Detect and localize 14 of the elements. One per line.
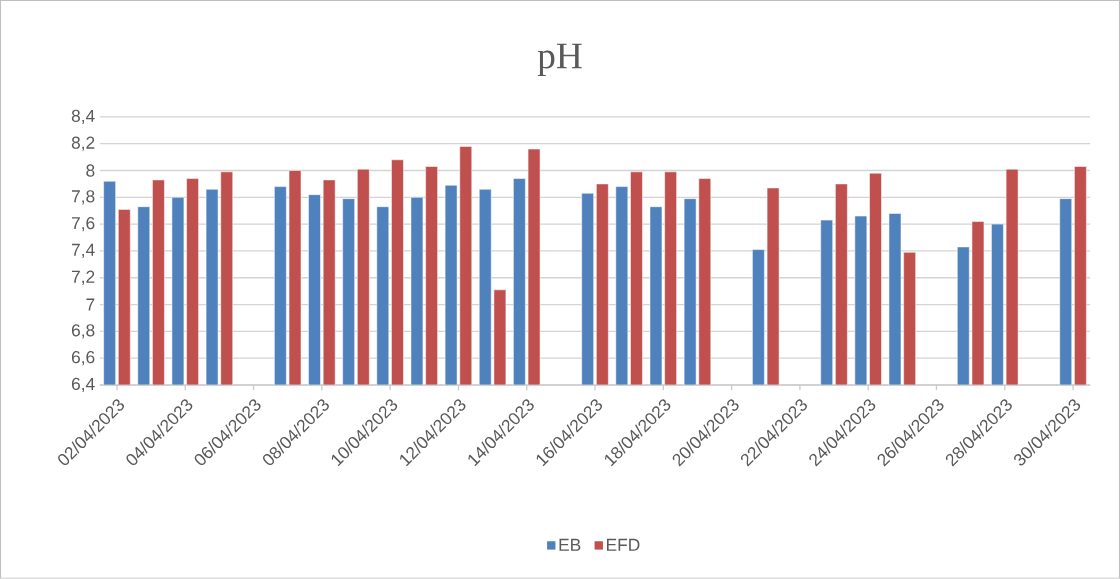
y-tick-label: 7,4 xyxy=(71,243,95,259)
legend-label: EFD xyxy=(607,538,640,551)
y-tick-label: 6,4 xyxy=(71,377,95,393)
y-tick-label: 7,2 xyxy=(71,270,95,285)
y-tick-label: 8 xyxy=(86,164,95,177)
y-tick-label: 7,8 xyxy=(71,190,95,205)
y-tick-label: 8,4 xyxy=(71,109,95,125)
chart-title: pH xyxy=(537,43,582,77)
y-tick-label: 7,6 xyxy=(71,217,95,232)
y-tick-label: 6,8 xyxy=(71,324,95,339)
y-tick-label: 7 xyxy=(86,298,95,311)
y-tick-label: 8,2 xyxy=(71,136,95,151)
y-tick-label: 6,6 xyxy=(71,351,95,366)
legend-label: EB xyxy=(559,538,581,551)
